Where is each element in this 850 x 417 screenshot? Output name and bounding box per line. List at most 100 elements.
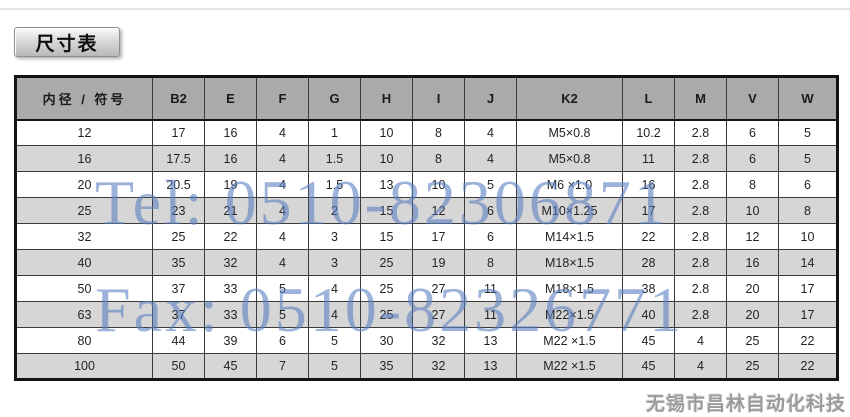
dimension-cell: 5: [256, 275, 309, 302]
dimension-cell: 17: [152, 119, 205, 146]
dimension-cell: 8: [726, 171, 779, 198]
table-row: 80 44 39 6 5 30 32 13 M22 ×1.5 45 4 25 22: [15, 327, 838, 354]
dimension-cell: 6: [778, 171, 838, 198]
dimension-cell: 4: [464, 119, 517, 146]
column-header-l: L: [622, 76, 675, 121]
dimension-cell: M18×1.5: [516, 249, 623, 276]
dimension-cell: 2: [308, 197, 361, 224]
dimension-cell: 2.8: [674, 249, 727, 276]
dimension-cell: 30: [360, 327, 413, 354]
column-header-f: F: [256, 76, 309, 121]
dimension-cell: 4: [674, 327, 727, 354]
dimension-cell: 25: [726, 353, 779, 380]
bore-size-cell: 40: [15, 249, 153, 276]
dimension-cell: 32: [412, 353, 465, 380]
dimension-cell: M6 ×1.0: [516, 171, 623, 198]
table-row: 100 50 45 7 5 35 32 13 M22 ×1.5 45 4 25 22: [15, 353, 838, 380]
dimension-cell: 21: [204, 197, 257, 224]
dimension-cell: 8: [412, 119, 465, 146]
dimension-cell: M14×1.5: [516, 223, 623, 250]
dimension-cell: 2.8: [674, 197, 727, 224]
bore-size-cell: 12: [15, 119, 153, 146]
dimension-table-wrap: 内径 / 符号 B2 E F G H I J K2 L M V W 12 17 16 4 1 10 8 4 M5×0.8…: [14, 75, 839, 381]
table-header-row: 内径 / 符号 B2 E F G H I J K2 L M V W: [15, 76, 838, 121]
dimension-cell: 1.5: [308, 171, 361, 198]
dimension-cell: 32: [412, 327, 465, 354]
dimension-cell: 37: [152, 275, 205, 302]
dimension-cell: 22: [204, 223, 257, 250]
dimension-cell: 25: [152, 223, 205, 250]
table-row: 32 25 22 4 3 15 17 6 M14×1.5 22 2.8 12 10: [15, 223, 838, 250]
dimension-cell: 10: [360, 119, 413, 146]
column-header-e: E: [204, 76, 257, 121]
dimension-cell: M18×1.5: [516, 275, 623, 302]
dimension-cell: 10: [412, 171, 465, 198]
bore-size-cell: 16: [15, 145, 153, 172]
table-row: 25 23 21 4 2 15 12 6 M10×1.25 17 2.8 10 8: [15, 197, 838, 224]
dimension-cell: 2.8: [674, 275, 727, 302]
dimension-cell: 35: [360, 353, 413, 380]
dimension-cell: 8: [778, 197, 838, 224]
dimension-cell: 45: [622, 353, 675, 380]
dimension-cell: 8: [464, 249, 517, 276]
dimension-cell: 17: [622, 197, 675, 224]
column-header-g: G: [308, 76, 361, 121]
dimension-cell: 13: [464, 327, 517, 354]
dimension-cell: 25: [360, 249, 413, 276]
dimension-cell: 11: [464, 301, 517, 328]
column-header-j: J: [464, 76, 517, 121]
company-watermark: 无锡市昌林自动化科技: [645, 394, 846, 415]
dimension-cell: 32: [204, 249, 257, 276]
dimension-cell: 33: [204, 301, 257, 328]
dimension-cell: 45: [204, 353, 257, 380]
dimension-cell: 15: [360, 197, 413, 224]
section-title: 尺寸表: [35, 33, 99, 55]
dimension-cell: 19: [204, 171, 257, 198]
bore-size-cell: 50: [15, 275, 153, 302]
dimension-cell: 22: [622, 223, 675, 250]
section-title-box: 尺寸表: [14, 27, 120, 57]
table-row: 63 37 33 5 4 25 27 11 M22×1.5 40 2.8 20 17: [15, 301, 838, 328]
dimension-cell: 16: [622, 171, 675, 198]
column-header-w: W: [778, 76, 838, 121]
dimension-cell: 16: [204, 145, 257, 172]
dimension-cell: 44: [152, 327, 205, 354]
column-header-m: M: [674, 76, 727, 121]
dimension-cell: 17: [412, 223, 465, 250]
dimension-cell: 11: [622, 145, 675, 172]
dimension-cell: 2.8: [674, 223, 727, 250]
column-header-bore-symbol: 内径 / 符号: [15, 76, 153, 121]
dimension-cell: 5: [464, 171, 517, 198]
dimension-cell: 17.5: [152, 145, 205, 172]
dimension-cell: 17: [778, 275, 838, 302]
dimension-cell: 50: [152, 353, 205, 380]
dimension-cell: 17: [778, 301, 838, 328]
dimension-cell: 6: [464, 223, 517, 250]
bore-size-cell: 63: [15, 301, 153, 328]
dimension-cell: M5×0.8: [516, 145, 623, 172]
dimension-cell: 16: [204, 119, 257, 146]
dimension-cell: 4: [256, 223, 309, 250]
dimension-cell: 4: [256, 171, 309, 198]
dimension-cell: 2.8: [674, 119, 727, 146]
dimension-cell: 2.8: [674, 145, 727, 172]
table-row: 16 17.5 16 4 1.5 10 8 4 M5×0.8 11 2.8 6 5: [15, 145, 838, 172]
dimension-cell: 4: [308, 275, 361, 302]
dimension-cell: 5: [778, 145, 838, 172]
table-row: 40 35 32 4 3 25 19 8 M18×1.5 28 2.8 16 14: [15, 249, 838, 276]
column-header-i: I: [412, 76, 465, 121]
dimension-cell: 28: [622, 249, 675, 276]
dimension-cell: M22 ×1.5: [516, 327, 623, 354]
bore-size-cell: 25: [15, 197, 153, 224]
column-header-b2: B2: [152, 76, 205, 121]
dimension-cell: 5: [308, 327, 361, 354]
dimension-cell: 5: [778, 119, 838, 146]
dimension-cell: 16: [726, 249, 779, 276]
table-row: 50 37 33 5 4 25 27 11 M18×1.5 38 2.8 20 17: [15, 275, 838, 302]
dimension-cell: 15: [360, 223, 413, 250]
dimension-cell: 4: [308, 301, 361, 328]
dimension-cell: 7: [256, 353, 309, 380]
dimension-cell: 4: [256, 119, 309, 146]
dimension-cell: 2.8: [674, 171, 727, 198]
